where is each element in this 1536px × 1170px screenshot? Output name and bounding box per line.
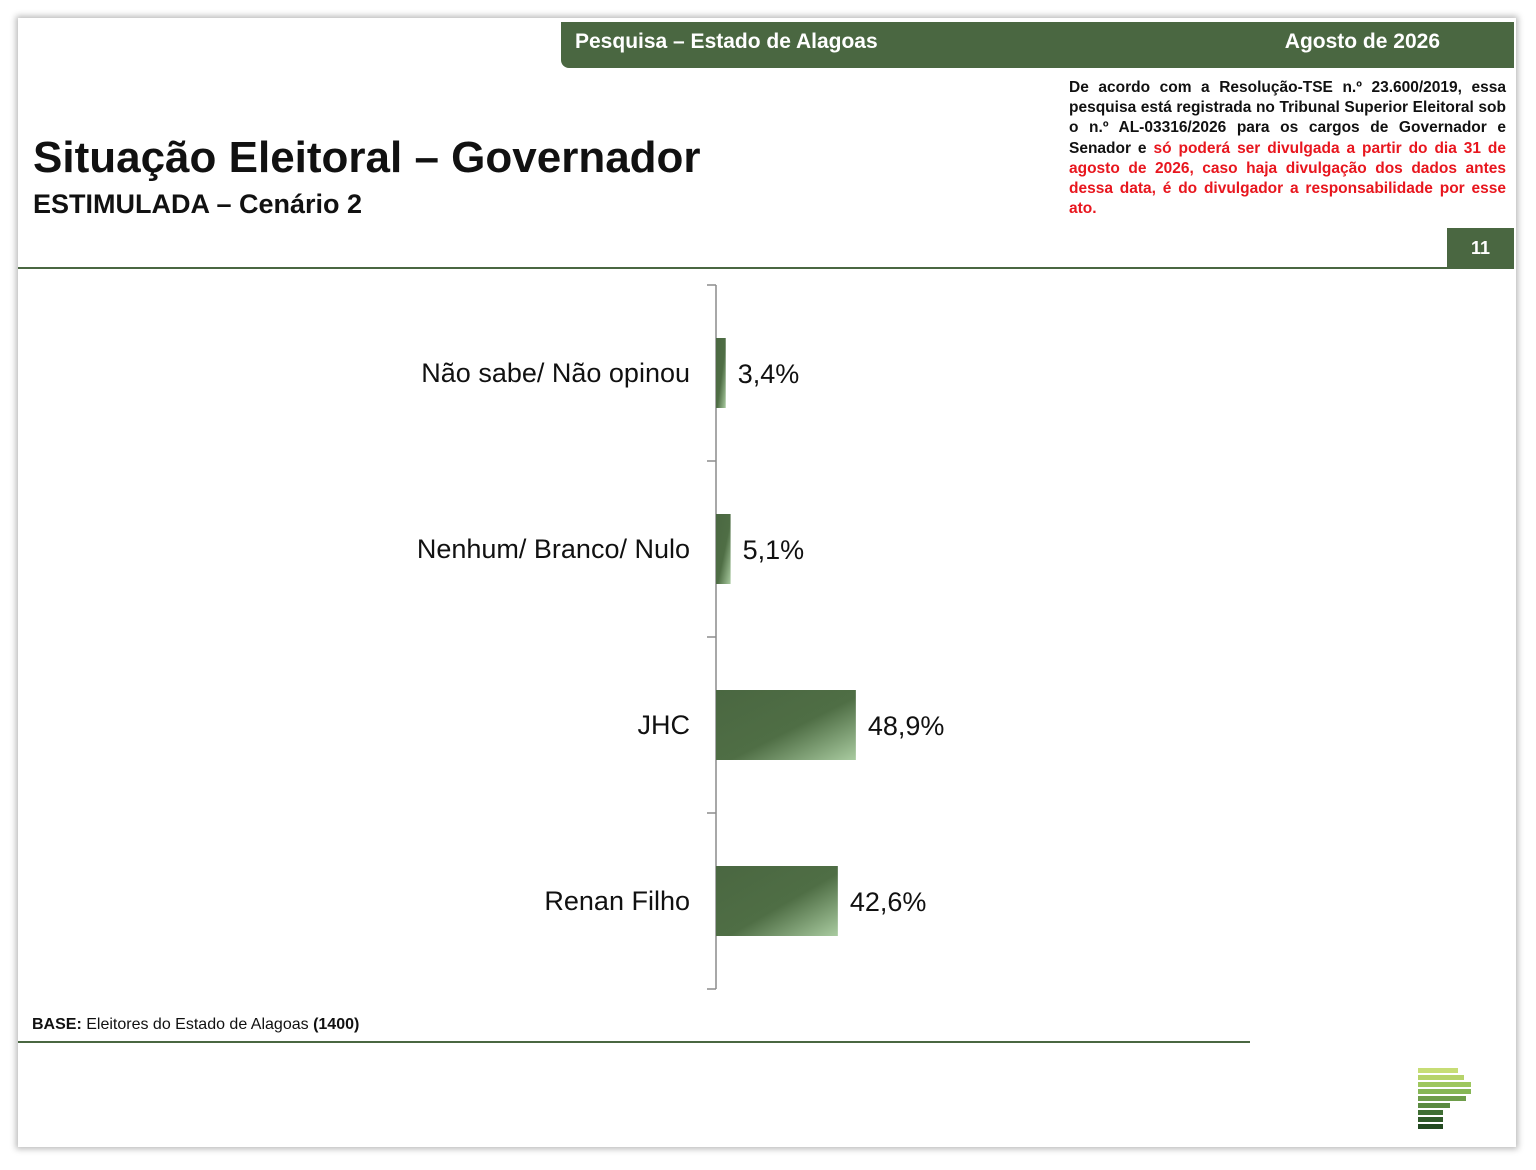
- category-label: Renan Filho: [544, 886, 690, 916]
- bar: [716, 338, 726, 408]
- value-label: 42,6%: [850, 887, 927, 917]
- category-label: Não sabe/ Não opinou: [421, 358, 690, 388]
- date-label: Agosto de 2026: [1284, 30, 1440, 53]
- top-divider: [18, 267, 1514, 269]
- base-note: BASE: Eleitores do Estado de Alagoas (14…: [32, 1016, 359, 1034]
- slide: Pesquisa – Estado de Alagoas Agosto de 2…: [18, 18, 1516, 1147]
- survey-label: Pesquisa – Estado de Alagoas: [575, 30, 878, 53]
- brand-logo-icon: [1418, 1068, 1471, 1129]
- value-label: 48,9%: [868, 711, 945, 741]
- base-count: (1400): [313, 1016, 360, 1033]
- page-title: Situação Eleitoral – Governador: [33, 133, 701, 182]
- bar-chart: Não sabe/ Não opinou 3,4% Nenhum/ Branco/ …: [417, 284, 945, 990]
- page-subtitle: ESTIMULADA – Cenário 2: [33, 189, 363, 219]
- base-label: BASE:: [32, 1016, 82, 1033]
- disclaimer-normal: De acordo com a Resolução-TSE n.º 23.600…: [1069, 79, 1506, 157]
- bar: [716, 514, 731, 584]
- header-band: Pesquisa – Estado de Alagoas Agosto de 2…: [561, 22, 1514, 68]
- bar: [716, 690, 856, 760]
- category-label: Nenhum/ Branco/ Nulo: [417, 534, 690, 564]
- value-label: 3,4%: [738, 359, 800, 389]
- page-number: 11: [1447, 228, 1514, 268]
- bottom-divider: [18, 1041, 1250, 1043]
- disclaimer-highlight: só poderá ser divulgada a partir do dia …: [1069, 139, 1506, 218]
- bar: [716, 866, 838, 936]
- value-label: 5,1%: [743, 535, 805, 565]
- base-text: Eleitores do Estado de Alagoas: [86, 1016, 309, 1033]
- category-label: JHC: [638, 710, 691, 740]
- disclaimer-text: De acordo com a Resolução-TSE n.º 23.600…: [1069, 78, 1506, 219]
